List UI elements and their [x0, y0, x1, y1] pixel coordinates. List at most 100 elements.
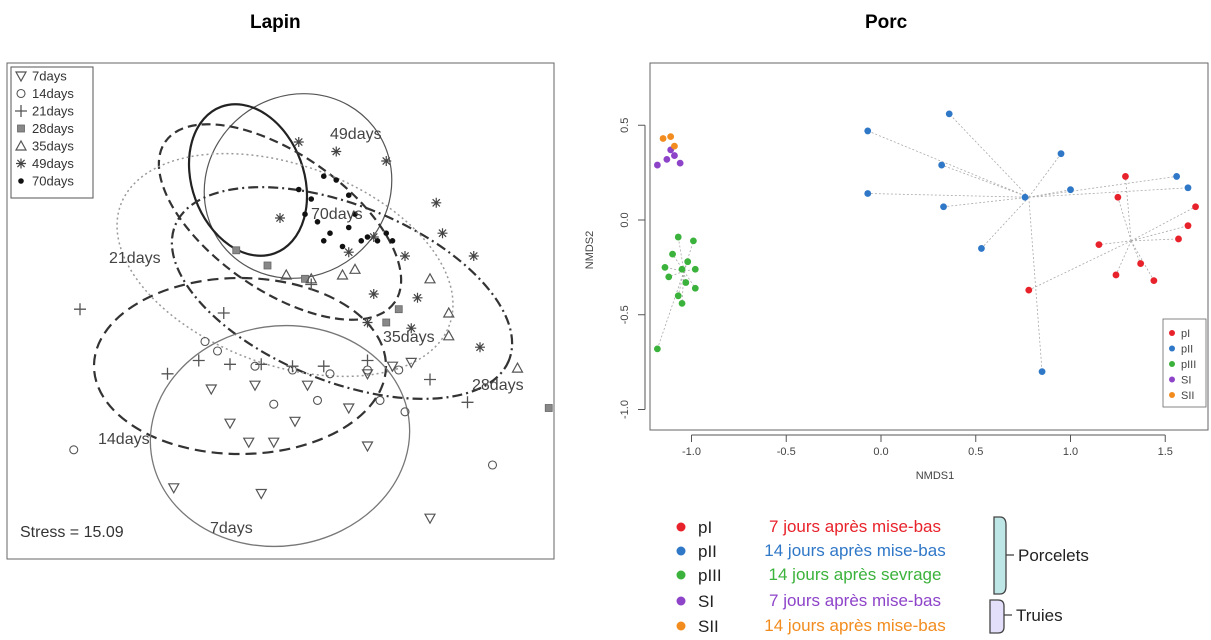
bottom-legend-dot-pI	[676, 522, 686, 532]
point-pIII	[674, 233, 682, 241]
bottom-legend-dot-SII	[676, 621, 686, 631]
spoke-pII	[1028, 197, 1043, 372]
spoke-pI	[1028, 240, 1132, 291]
point-70days	[333, 177, 340, 183]
point-14days	[69, 445, 79, 455]
point-pII	[1057, 150, 1065, 158]
point-28days	[394, 305, 403, 314]
point-49days	[431, 197, 442, 208]
point-7days	[288, 416, 302, 428]
x-axis-label: NMDS1	[916, 470, 955, 482]
point-49days	[362, 317, 373, 328]
bottom-legend-dot-pII	[676, 546, 686, 556]
point-49days	[343, 247, 354, 258]
bottom-legend-desc-SI: 7 jours après mise-bas	[769, 591, 941, 610]
point-21days	[317, 360, 330, 373]
point-pIII	[678, 299, 686, 307]
spoke-pIII	[683, 240, 694, 272]
group-label-49days: 49days	[330, 126, 382, 143]
point-21days	[424, 373, 436, 386]
bracket-truies	[989, 599, 1005, 634]
point-49days	[437, 228, 448, 239]
spoke-pI	[1125, 176, 1132, 241]
legend-label-pI: pI	[1181, 328, 1190, 340]
ellipse-14days	[92, 276, 388, 456]
bottom-legend-desc-SII: 14 jours après mise-bas	[764, 616, 945, 635]
bottom-legend-code-SII: SII	[698, 617, 719, 636]
x-tick-label: 0.0	[873, 446, 888, 458]
point-pIII	[669, 250, 676, 258]
point-70days	[345, 192, 352, 198]
point-7days	[205, 384, 218, 396]
spoke-pIII	[683, 270, 696, 289]
bottom-legend-dot-SI	[676, 596, 686, 606]
bottom-legend-desc-pIII: 14 jours après sevrage	[769, 565, 942, 584]
group-label-21days: 21days	[109, 250, 161, 267]
legend-marker-14days	[16, 88, 26, 99]
point-pI	[1150, 277, 1158, 285]
point-pII	[1067, 186, 1074, 194]
spoke-pII	[981, 196, 1030, 249]
point-pIII	[661, 263, 669, 271]
point-pII	[1021, 193, 1029, 201]
bottom-legend-desc-pI: 7 jours après mise-bas	[769, 517, 941, 536]
ellipse-35days	[157, 123, 403, 321]
panel-title-lapin: Lapin	[250, 12, 301, 33]
point-21days	[161, 367, 174, 380]
x-tick-label: -1.0	[682, 446, 701, 458]
porc-legend: pI pII pIII SI SII	[1162, 318, 1207, 408]
spoke-pII	[1028, 176, 1177, 198]
spoke-pIII	[677, 271, 685, 296]
point-pII	[978, 245, 985, 252]
group-label-truies: Truies	[1016, 606, 1063, 625]
point-70days	[314, 219, 321, 225]
point-7days	[223, 418, 237, 430]
point-49days	[412, 292, 423, 303]
point-70days	[352, 211, 358, 217]
spoke-pII	[867, 193, 1029, 198]
spoke-pII	[943, 196, 1029, 208]
spoke-pI	[1130, 240, 1141, 264]
bottom-legend-desc-pII: 14 jours après mise-bas	[764, 541, 945, 560]
x-tick-label: 0.5	[968, 446, 983, 458]
point-70days	[295, 186, 302, 193]
legend-marker-35days	[14, 139, 28, 151]
point-7days	[255, 488, 268, 500]
x-tick-label: 1.0	[1063, 446, 1078, 458]
stress-annotation: Stress = 15.09	[20, 524, 124, 541]
point-21days	[305, 278, 318, 291]
porc-nmds-plot: -1.0 -0.5 0.0 0.5 1.0 1.5 -1.0 -0.5 0.0 0.5 pI pII…	[584, 62, 1209, 482]
legend-label-pIII: pIII	[1181, 359, 1196, 371]
point-14days	[212, 346, 223, 356]
point-pII	[864, 190, 872, 197]
spoke-pI	[1131, 225, 1189, 242]
spoke-pII	[1028, 189, 1071, 198]
spoke-pI	[1115, 240, 1132, 276]
point-70days	[389, 238, 396, 244]
x-tick-label: -0.5	[777, 446, 796, 458]
point-14days	[325, 369, 335, 379]
point-pI	[1137, 260, 1145, 267]
point-pI	[1175, 235, 1182, 243]
legend-dot-pII	[1169, 345, 1175, 352]
bottom-legend: Porcelets Truies pI 7 jours après mise-bas p…	[676, 516, 1089, 636]
legend-marker-7days	[14, 71, 28, 83]
point-70days	[320, 238, 327, 244]
spoke-pI	[1098, 240, 1132, 246]
legend-label-SI: SI	[1181, 375, 1191, 387]
point-70days	[374, 238, 381, 244]
legend-label-49days: 49days	[32, 156, 74, 171]
spoke-pIII	[672, 253, 685, 272]
lapin-legend: 7days 14days 21days 28days 35days 49days 70day…	[10, 66, 94, 199]
spoke-pII	[948, 113, 1030, 198]
point-14days	[400, 407, 410, 417]
lapin-nmds-plot: 49days70days21days35days28days14days7day…	[6, 62, 555, 560]
porc-centroid-spokes	[657, 113, 1196, 372]
y-tick-label: -1.0	[619, 400, 631, 419]
point-21days	[361, 354, 374, 367]
point-SI	[663, 155, 671, 163]
point-70days	[327, 230, 333, 236]
point-pI	[1095, 241, 1103, 249]
legend-label-28days: 28days	[32, 121, 74, 136]
